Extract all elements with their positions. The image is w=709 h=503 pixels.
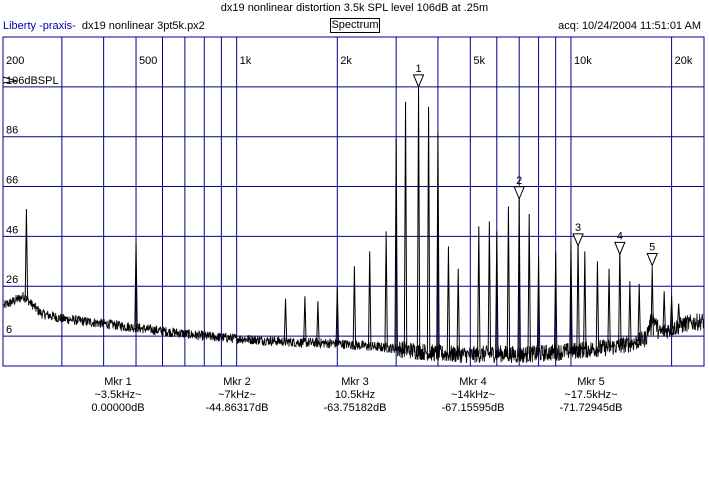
marker-value: -63.75182dB <box>323 402 387 414</box>
header-left: Liberty -praxis- dx19 nonlinear 3pt5k.px… <box>3 20 205 32</box>
marker-name: Mkr 3 <box>341 376 369 388</box>
marker-readout: Mkr 3 10.5kHz -63.75182dB <box>300 376 410 415</box>
spectrum-peak <box>456 268 460 355</box>
acq-label: acq: <box>558 20 579 32</box>
file-name: dx19 nonlinear 3pt5k.px2 <box>81 20 205 32</box>
spectrum-peak <box>487 221 492 354</box>
x-tick-label: 200 <box>6 55 24 67</box>
spectrum-peak <box>335 286 339 344</box>
marker-triangle-icon <box>646 253 658 267</box>
marker-number: 2 <box>516 175 522 187</box>
spectrum-peak <box>662 291 666 332</box>
spectrum-peak <box>650 266 654 336</box>
spectrum-peak <box>536 256 541 354</box>
marker-freq: ~17.5kHz~ <box>564 389 618 401</box>
spectrum-peak <box>477 226 481 355</box>
y-tick-label: 66 <box>6 175 18 187</box>
y-tick-label: 6 <box>6 324 12 336</box>
app-name: Liberty -praxis- <box>3 20 76 32</box>
marker-triangle-icon <box>572 233 584 248</box>
marker-freq: ~7kHz~ <box>218 389 256 401</box>
marker-name: Mkr 1 <box>104 376 132 388</box>
chart-title: dx19 nonlinear distortion 3.5k SPL level… <box>220 2 489 14</box>
spectrum-peak <box>628 281 632 344</box>
marker-readout: Mkr 2 ~7kHz~ -44.86317dB <box>182 376 292 415</box>
marker-name: Mkr 5 <box>577 376 605 388</box>
spectrum-peak <box>24 208 29 300</box>
spectrum-peak <box>527 213 531 355</box>
marker-readout: Mkr 1 ~3.5kHz~ 0.00000dB <box>63 376 173 415</box>
marker-number: 4 <box>617 230 623 242</box>
marker-freq: ~3.5kHz~ <box>94 389 142 401</box>
marker-value: -67.15595dB <box>441 402 505 414</box>
spectrum-peak <box>569 241 573 352</box>
spectrum-peak <box>403 101 408 350</box>
spectrum-noise-trace <box>3 291 705 364</box>
marker-triangle-icon <box>513 186 525 201</box>
marker-freq: 10.5kHz <box>334 389 376 401</box>
spectrum-peak <box>553 251 558 353</box>
acq-timestamp: 10/24/2004 11:51:01 AM <box>581 20 701 32</box>
spectrum-peak <box>283 298 288 342</box>
spectrum-peak <box>436 131 440 354</box>
y-tick-label: 46 <box>6 224 18 236</box>
spectrum-peak <box>384 231 388 348</box>
spectrum-peak <box>676 303 681 327</box>
spectrum-peak <box>134 241 138 328</box>
x-tick-label: 10k <box>574 55 592 67</box>
marker-freq: ~14kHz~ <box>450 389 496 401</box>
x-tick-label: 1k <box>240 55 252 67</box>
spectrum-peak <box>426 106 431 353</box>
acquisition-info: acq: 10/24/2004 11:51:01 AM <box>558 20 701 32</box>
y-tick-label: 106dBSPL <box>6 75 59 87</box>
marker-number: 1 <box>415 63 421 75</box>
spectrum-peak <box>576 238 580 351</box>
marker-value: -71.72945dB <box>559 402 623 414</box>
marker-triangle-icon <box>412 74 425 89</box>
marker-readout: Mkr 4 ~14kHz~ -67.15595dB <box>418 376 528 415</box>
x-tick-label: 20k <box>675 55 693 67</box>
spectrum-peak <box>416 86 421 352</box>
spectrum-peak <box>368 251 372 347</box>
spectrum-peak <box>303 296 307 343</box>
reference-arrow-icon <box>2 76 18 84</box>
spectrum-peak <box>352 266 357 346</box>
y-tick-label: 86 <box>6 125 18 137</box>
marker-name: Mkr 2 <box>223 376 251 388</box>
spectrum-peak <box>583 251 587 350</box>
marker-number: 3 <box>575 222 581 234</box>
spectrum-peak <box>669 296 674 329</box>
x-tick-label: 2k <box>340 55 352 67</box>
spectrum-peak <box>618 246 622 347</box>
spectrum-peak <box>607 268 611 348</box>
spectrum-peak <box>495 231 499 354</box>
marker-value: -44.86317dB <box>205 402 269 414</box>
spectrum-peak <box>637 283 641 342</box>
marker-name: Mkr 4 <box>459 376 487 388</box>
x-tick-label: 5k <box>473 55 485 67</box>
spectrum-peak <box>446 246 451 354</box>
y-tick-label: 26 <box>6 274 18 286</box>
marker-value: 0.00000dB <box>91 402 145 414</box>
spectrum-button[interactable]: Spectrum <box>330 18 380 33</box>
spectrum-peak <box>316 301 320 344</box>
spectrum-peak <box>506 206 511 355</box>
marker-number: 5 <box>649 242 655 254</box>
spectrum-peak <box>394 139 398 349</box>
x-tick-label: 500 <box>139 55 157 67</box>
spectrum-peak <box>595 261 600 349</box>
marker-triangle-icon <box>614 241 626 256</box>
marker-readout: Mkr 5 ~17.5kHz~ -71.72945dB <box>536 376 646 415</box>
